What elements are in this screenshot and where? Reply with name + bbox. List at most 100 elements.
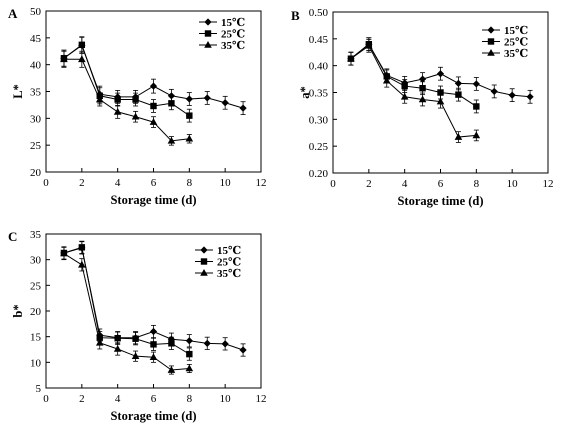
legend-label: 25℃ [217, 257, 241, 269]
legend-marker [204, 41, 212, 48]
data-point [185, 95, 193, 103]
x-tick-label: 12 [256, 393, 267, 405]
data-point [60, 249, 68, 257]
legend: 15℃25℃35℃ [482, 25, 528, 60]
data-point [114, 335, 121, 342]
data-point [167, 136, 176, 144]
x-axis-label: Storage time (d) [110, 193, 196, 207]
data-point [347, 54, 355, 62]
y-tick-label: 40 [30, 60, 42, 72]
legend-marker [200, 269, 208, 276]
data-point [239, 346, 247, 354]
data-point [167, 92, 176, 100]
data-point [131, 352, 140, 359]
x-axis-label: Storage time (d) [110, 409, 196, 423]
y-tick-label: 0.25 [309, 141, 329, 153]
data-point [185, 337, 193, 345]
y-tick-label: 20 [30, 306, 42, 318]
data-point [418, 95, 427, 103]
data-point [78, 41, 86, 49]
data-point [168, 340, 175, 347]
legend-label: 25℃ [221, 29, 245, 41]
legend-label: 35℃ [221, 40, 245, 52]
legend-marker [204, 18, 212, 26]
data-point [95, 95, 104, 103]
data-point [473, 103, 480, 110]
data-point [382, 76, 391, 84]
x-tick-label: 0 [43, 393, 49, 405]
y-tick-label: 25 [30, 140, 42, 152]
legend-label: 35℃ [217, 268, 241, 280]
series-line [63, 44, 244, 109]
x-tick-label: 0 [43, 177, 49, 189]
panel-label: A [8, 6, 18, 21]
x-tick-label: 4 [115, 177, 121, 189]
data-point [149, 118, 158, 125]
series-2 [347, 38, 481, 143]
data-point [436, 70, 445, 78]
data-point [203, 339, 211, 347]
y-tick-label: 0.35 [309, 88, 329, 100]
x-tick-label: 2 [79, 393, 85, 405]
x-tick-label: 10 [507, 178, 519, 190]
x-tick-label: 0 [330, 178, 336, 190]
series-line [350, 45, 477, 138]
data-point [114, 96, 121, 103]
legend-marker [487, 38, 495, 45]
x-tick-label: 6 [438, 178, 444, 190]
series-line [63, 253, 190, 371]
x-tick-label: 4 [115, 393, 121, 405]
legend-label: 35℃ [504, 48, 528, 60]
y-tick-label: 0.40 [309, 61, 329, 73]
data-point [185, 364, 194, 372]
data-point [78, 244, 86, 251]
x-tick-label: 2 [366, 178, 372, 190]
legend-marker [487, 26, 495, 34]
data-point [526, 93, 534, 101]
x-axis-label: Storage time (d) [397, 194, 483, 208]
x-tick-label: 6 [151, 177, 157, 189]
legend-label: 25℃ [504, 37, 528, 49]
data-point [168, 100, 175, 107]
legend-marker [487, 49, 495, 56]
legend-marker [200, 258, 208, 265]
legend-marker [204, 30, 212, 37]
data-point [365, 41, 373, 49]
data-point [113, 344, 122, 352]
data-point [95, 338, 104, 346]
data-point [472, 80, 480, 88]
data-point [132, 335, 139, 342]
data-point [60, 55, 68, 63]
y-tick-label: 25 [30, 280, 42, 292]
data-point [436, 97, 445, 105]
data-point [454, 133, 463, 140]
data-point [418, 75, 427, 83]
data-point [454, 79, 463, 87]
series-2 [60, 246, 194, 375]
data-point [150, 341, 157, 348]
data-point [113, 107, 122, 115]
legend-label: 15℃ [221, 17, 245, 29]
y-tick-label: 0.50 [309, 7, 329, 19]
series-2 [60, 50, 194, 146]
y-tick-label: 45 [30, 33, 42, 45]
data-point [508, 91, 516, 99]
data-point [131, 112, 140, 120]
data-point [419, 85, 426, 92]
panel-label: C [8, 229, 17, 244]
data-point [167, 366, 176, 373]
data-point [437, 89, 444, 96]
legend: 15℃25℃35℃ [199, 17, 245, 52]
y-axis-label: L* [11, 84, 25, 99]
legend-marker [200, 246, 208, 254]
legend-label: 15℃ [217, 245, 241, 257]
x-tick-label: 8 [474, 178, 480, 190]
x-tick-label: 8 [187, 177, 193, 189]
y-tick-label: 5 [36, 383, 42, 395]
y-tick-label: 30 [30, 113, 42, 125]
data-point [149, 353, 158, 360]
y-tick-label: 0.45 [309, 34, 329, 46]
y-tick-label: 0.30 [309, 114, 329, 126]
y-tick-label: 20 [30, 167, 42, 179]
